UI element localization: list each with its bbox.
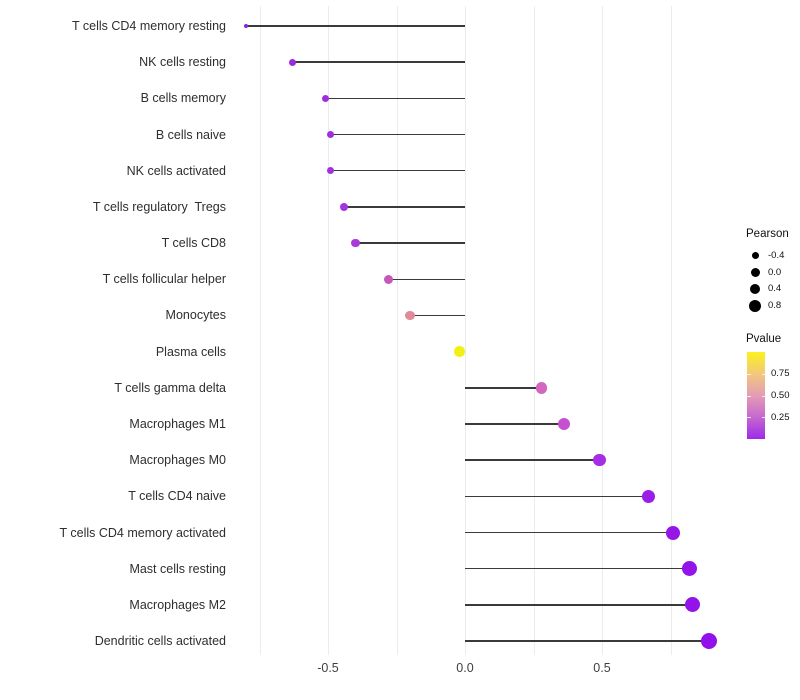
y-label: B cells naive [155,127,226,142]
gridline [465,6,466,655]
lollipop-dot [321,94,329,103]
gridline [602,6,603,655]
lollipop-stick [330,169,465,172]
legend-entry-label: 0.0 [768,266,782,278]
lollipop-dot [288,58,296,66]
colorbar-label: 0.25 [771,411,790,423]
x-tick-label: 0.0 [456,661,474,675]
lollipop-stick [465,567,690,570]
gridline [396,6,398,655]
colorbar-tick [747,395,751,397]
x-tick-label: -0.5 [317,661,339,675]
colorbar-tick [761,417,765,419]
y-label: Macrophages M0 [129,453,226,468]
legend-dot [749,283,761,295]
x-tick-label: 0.5 [593,661,611,675]
gridline [670,6,672,655]
lollipop-dot [684,597,700,613]
legend-pvalue-title: Pvalue [746,333,782,345]
y-label: Macrophages M2 [129,597,226,612]
lollipop-stick [388,278,465,280]
colorbar-tick [747,373,751,375]
y-label: T cells CD4 memory activated [59,525,227,540]
legend-entry-label: 0.4 [768,283,782,295]
lollipop-stick [344,206,465,208]
gridline [328,6,329,655]
lollipop-dot [383,274,394,284]
legend-entry-label: -0.4 [768,250,785,261]
lollipop-dot [326,130,335,139]
lollipop-stick [330,133,465,136]
y-label: T cells CD8 [161,236,226,251]
lollipop-dot [666,525,681,540]
legend-dot-slot [746,267,764,277]
lollipop-dot [243,24,248,28]
y-label: Macrophages M1 [129,416,226,431]
y-label: T cells regulatory Tregs [92,199,226,214]
colorbar-label: 0.50 [771,390,790,401]
lollipop-stick [245,25,465,27]
lollipop-stick [465,387,542,389]
legend-pearson-title: Pearson [746,228,789,240]
y-label: Plasma cells [155,344,226,359]
lollipop-stick [465,459,600,461]
legend-dot-slot [746,299,764,312]
legend-entry: -0.4 [746,247,784,264]
lollipop-dot [682,561,698,577]
y-label: NK cells activated [126,163,226,178]
lollipop-dot [454,346,465,357]
colorbar-label: 0.75 [771,368,790,380]
legend-entry-label: 0.8 [768,300,782,312]
lollipop-dot [557,417,570,430]
y-label: Monocytes [165,308,226,323]
y-label: T cells CD4 memory resting [72,19,226,33]
colorbar-tick [761,373,765,375]
lollipop-stick [465,423,564,425]
colorbar-tick [747,417,751,419]
legend-dot [750,267,760,277]
y-label: T cells CD4 naive [128,489,226,504]
lollipop-dot [641,489,656,504]
legend-entry: 0.8 [746,297,781,314]
lollipop-stick [465,531,674,534]
legend-entry: 0.4 [746,280,781,297]
lollipop-dot [535,382,548,394]
gridline [259,6,261,655]
lollipop-dot [340,202,349,211]
lollipop-stick [465,495,649,498]
pvalue-colorbar [747,352,765,439]
legend-dot-slot [746,252,764,259]
lollipop-dot [593,453,606,467]
y-label: T cells follicular helper [102,272,226,287]
legend-dot [751,252,759,259]
y-label: Mast cells resting [129,561,226,576]
y-label: NK cells resting [139,55,226,70]
lollipop-stick [465,604,693,606]
gridline [533,6,535,655]
legend-dot-slot [746,283,764,295]
lollipop-stick [410,314,465,317]
lollipop-stick [355,242,465,244]
legend-entry: 0.0 [746,264,781,281]
lollipop-stick [292,61,465,63]
lollipop-dot [326,166,335,175]
lollipop-stick [325,97,465,100]
lollipop-dot [700,633,717,650]
lollipop-dot [405,310,415,321]
lollipop-dot [351,238,360,248]
lollipop-stick [465,640,709,642]
y-label: T cells gamma delta [114,380,226,395]
colorbar-tick [761,395,765,397]
y-label: B cells memory [140,91,226,106]
legend-dot [749,299,761,312]
y-label: Dendritic cells activated [94,634,226,649]
